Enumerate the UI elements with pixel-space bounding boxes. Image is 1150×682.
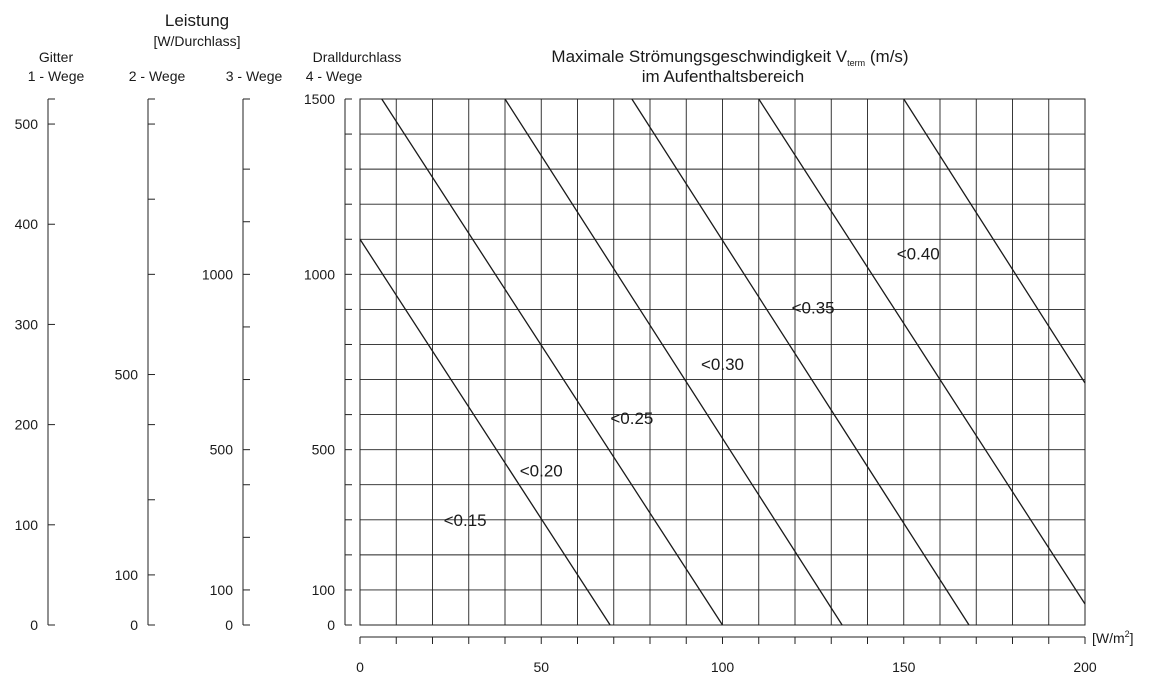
- velocity-label-lt-035: <0.35: [792, 299, 835, 318]
- value-axis-3: 0 100 500 1000: [202, 98, 250, 633]
- chart-subtitle: im Aufenthaltsbereich: [642, 67, 805, 86]
- value-axis-1: 0 100 200 300 400 500: [15, 98, 55, 633]
- value-axis-tick-label: 100: [312, 582, 336, 598]
- value-axis-tick-label: 500: [15, 116, 39, 132]
- x-axis-tick-label: 0: [356, 659, 364, 675]
- chart-title-subscript: term: [847, 58, 865, 68]
- velocity-line-lt-015: [359, 238, 611, 626]
- value-axis-tick-label: 200: [15, 417, 39, 433]
- value-axis-tick-label: 1500: [304, 91, 335, 107]
- chart-title-main: Maximale Strömungsgeschwindigkeit V: [551, 47, 847, 66]
- value-axis-2: 0 100 500: [115, 98, 155, 633]
- chart-title-unit: (m/s): [865, 47, 908, 66]
- x-axis-label: [W/m2]: [1092, 629, 1134, 646]
- axis-label-1-wege: 1 - Wege: [28, 68, 85, 84]
- x-axis-tick-label: 150: [892, 659, 916, 675]
- value-axis-tick-label: 100: [210, 582, 234, 598]
- group-label-grille: Gitter: [39, 49, 74, 65]
- velocity-label-lt-025: <0.25: [610, 409, 653, 428]
- side-unit: [W/Durchlass]: [153, 33, 240, 49]
- x-axis-label-main: [W/m: [1092, 630, 1125, 646]
- axis-label-4-wege: 4 - Wege: [306, 68, 363, 84]
- x-axis-tick-label: 100: [711, 659, 735, 675]
- value-axis-tick-label: 0: [30, 617, 38, 633]
- velocity-label-lt-030: <0.30: [701, 355, 744, 374]
- value-axis-4: 0 100 500 1000 1500: [304, 91, 352, 633]
- value-axis-tick-label: 1000: [304, 266, 335, 282]
- side-title: Leistung: [165, 11, 229, 30]
- x-axis-label-sup: 2: [1125, 629, 1130, 639]
- value-axis-tick-label: 0: [327, 617, 335, 633]
- velocity-line-lt-030: [631, 98, 970, 626]
- value-axis-tick-label: 500: [210, 442, 234, 458]
- axis-label-3-wege: 3 - Wege: [226, 68, 283, 84]
- value-axis-tick-label: 100: [15, 517, 39, 533]
- axis-label-2-wege: 2 - Wege: [129, 68, 186, 84]
- x-axis-tick-label: 200: [1073, 659, 1097, 675]
- velocity-label-lt-020: <0.20: [520, 462, 563, 481]
- velocity-label-lt-040: <0.40: [897, 244, 940, 263]
- value-axis-tick-label: 100: [115, 567, 139, 583]
- velocity-line-lt-035: [758, 98, 1086, 605]
- velocity-line-lt-020: [381, 98, 724, 626]
- value-axis-tick-label: 0: [130, 617, 138, 633]
- value-axis-tick-label: 1000: [202, 266, 233, 282]
- value-axis-tick-label: 500: [115, 367, 139, 383]
- velocity-line-lt-040: [903, 98, 1086, 384]
- velocity-line-lt-025: [504, 98, 843, 626]
- velocity-label-lt-015: <0.15: [444, 511, 487, 530]
- x-axis-label-close: ]: [1130, 630, 1134, 646]
- value-axis-tick-label: 500: [312, 442, 336, 458]
- value-axis-tick-label: 400: [15, 216, 39, 232]
- value-axis-tick-label: 0: [225, 617, 233, 633]
- group-label-swirl: Dralldurchlass: [313, 49, 402, 65]
- value-axis-tick-label: 300: [15, 316, 39, 332]
- chart-title: Maximale Strömungsgeschwindigkeit Vterm …: [551, 47, 908, 68]
- x-axis-tick-label: 50: [533, 659, 549, 675]
